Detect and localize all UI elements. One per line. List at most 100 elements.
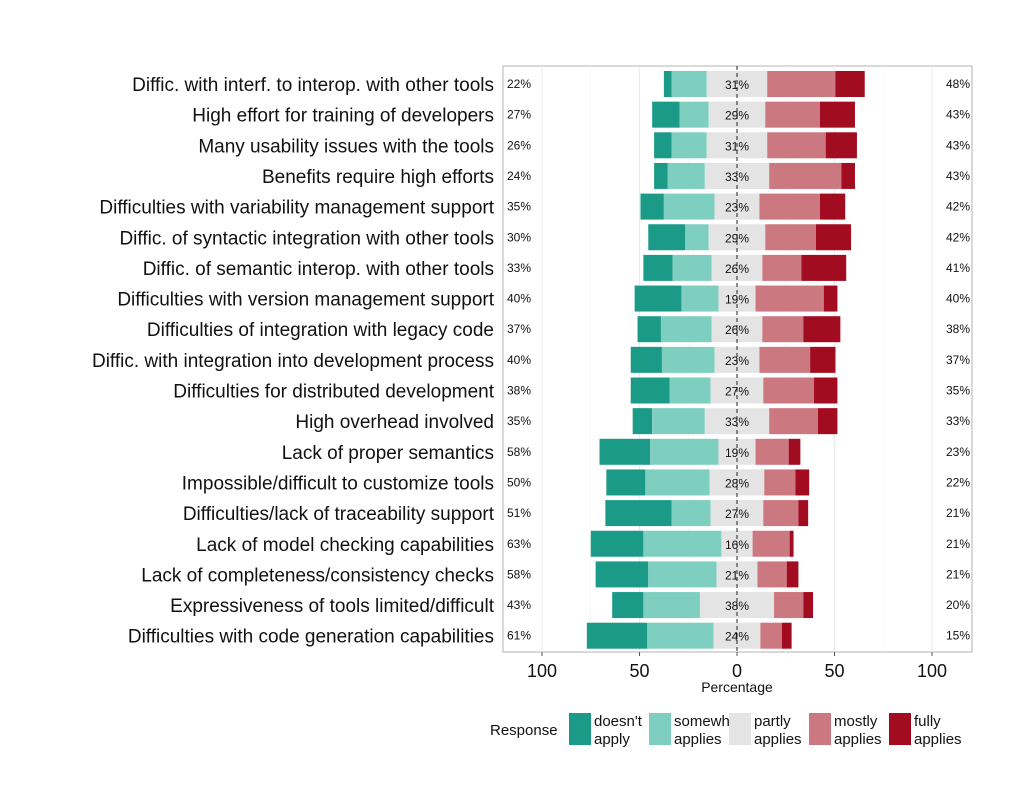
bar-mostly-applies: [767, 71, 836, 97]
right-percent-label: 15%: [946, 629, 970, 643]
bar-somewhat-applies: [685, 224, 709, 251]
bar-somewhat-applies: [663, 193, 715, 220]
row-labels: 22% 31% 48% Diffic. with interf. to interop…: [92, 75, 970, 648]
middle-percent-label: 33%: [725, 415, 749, 429]
bar-doesnt-apply: [632, 408, 653, 435]
bar-mostly-applies: [755, 438, 789, 465]
left-percent-label: 43%: [507, 598, 531, 612]
bar-doesnt-apply: [640, 193, 664, 220]
bar-mostly-applies: [769, 162, 842, 189]
bar-doesnt-apply: [637, 316, 661, 343]
bar-somewhat-applies: [660, 316, 712, 343]
legend-label: partly: [754, 713, 791, 730]
bar-fully-applies: [825, 132, 857, 159]
left-percent-label: 30%: [507, 230, 531, 244]
middle-percent-label: 24%: [725, 630, 749, 644]
bar-doesnt-apply: [630, 346, 662, 373]
left-percent-label: 26%: [507, 138, 531, 152]
bar-somewhat-applies: [669, 377, 711, 404]
bar-fully-applies: [823, 285, 838, 312]
row-label: Difficulties with version management sup…: [117, 290, 494, 311]
left-percent-label: 35%: [507, 414, 531, 428]
bar-mostly-applies: [760, 622, 782, 649]
x-tick-label: 0: [732, 661, 742, 681]
left-percent-label: 51%: [507, 506, 531, 520]
middle-percent-label: 31%: [725, 139, 749, 153]
bar-somewhat-applies: [661, 346, 715, 373]
bar-doesnt-apply: [634, 285, 682, 312]
left-percent-label: 38%: [507, 384, 531, 398]
bar-mostly-applies: [764, 469, 796, 496]
bar-somewhat-applies: [671, 71, 707, 97]
bar-mostly-applies: [759, 193, 820, 220]
bar-fully-applies: [788, 438, 801, 465]
bar-somewhat-applies: [679, 101, 709, 128]
bar-doesnt-apply: [605, 500, 672, 527]
bar-somewhat-applies: [671, 500, 711, 527]
left-percent-label: 24%: [507, 169, 531, 183]
x-axis: 100 50 0 50 100: [527, 652, 947, 681]
x-tick-label: 100: [527, 661, 557, 681]
right-percent-label: 22%: [946, 475, 970, 489]
bar-doesnt-apply: [648, 224, 686, 251]
bar-mostly-applies: [774, 592, 804, 619]
middle-percent-label: 28%: [725, 476, 749, 490]
bar-somewhat-applies: [645, 469, 710, 496]
middle-percent-label: 23%: [725, 201, 749, 215]
bar-mostly-applies: [752, 530, 790, 557]
bar-fully-applies: [817, 408, 838, 435]
right-percent-label: 41%: [946, 261, 970, 275]
right-percent-label: 40%: [946, 292, 970, 306]
bar-doesnt-apply: [643, 254, 673, 281]
row-label: Impossible/difficult to customize tools: [182, 473, 494, 494]
row-label: Diffic. of syntactic integration with ot…: [119, 228, 494, 249]
bar-fully-applies: [810, 346, 836, 373]
bar-fully-applies: [841, 162, 855, 189]
legend-label: doesn't: [594, 713, 643, 730]
bar-somewhat-applies: [652, 408, 705, 435]
right-percent-label: 38%: [946, 322, 970, 336]
bar-doesnt-apply: [590, 530, 644, 557]
left-percent-label: 40%: [507, 292, 531, 306]
bar-mostly-applies: [765, 101, 820, 128]
middle-percent-label: 29%: [725, 231, 749, 245]
bar-somewhat-applies: [643, 530, 722, 557]
bar-doesnt-apply: [606, 469, 646, 496]
bar-mostly-applies: [763, 377, 815, 404]
left-percent-label: 50%: [507, 475, 531, 489]
bar-doesnt-apply: [652, 101, 680, 128]
legend-title: Response: [490, 722, 558, 739]
middle-percent-label: 29%: [725, 109, 749, 123]
bar-fully-applies: [801, 254, 847, 281]
row-label: Difficulties with variability management…: [99, 198, 494, 219]
x-axis-title: Percentage: [701, 679, 773, 695]
row-label: Diffic. with integration into developmen…: [92, 351, 494, 372]
legend: Responsedoesn'tapplysomewhatappliespartl…: [490, 713, 962, 748]
legend-label: mostly: [834, 713, 878, 730]
bar-fully-applies: [786, 561, 799, 588]
left-percent-label: 40%: [507, 353, 531, 367]
row-label: Lack of completeness/consistency checks: [141, 565, 494, 586]
row-label: High effort for training of developers: [192, 106, 494, 127]
bar-doesnt-apply: [654, 132, 672, 159]
middle-percent-label: 26%: [725, 262, 749, 276]
bar-fully-applies: [795, 469, 810, 496]
row-label: Many usability issues with the tools: [198, 136, 494, 157]
bar-mostly-applies: [759, 346, 811, 373]
row-label: Difficulties with code generation capabi…: [128, 627, 494, 648]
bar-somewhat-applies: [643, 592, 700, 619]
bar-doesnt-apply: [663, 71, 672, 97]
middle-percent-label: 19%: [725, 446, 749, 460]
middle-percent-label: 16%: [725, 538, 749, 552]
right-percent-label: 42%: [946, 230, 970, 244]
bar-fully-applies: [803, 592, 814, 619]
bar-somewhat-applies: [647, 622, 714, 649]
legend-label: somewhat: [674, 713, 743, 730]
right-percent-label: 23%: [946, 445, 970, 459]
middle-percent-label: 31%: [725, 78, 749, 92]
legend-label: applies: [754, 731, 802, 748]
row-label: Benefits require high efforts: [262, 167, 494, 188]
bar-fully-applies: [819, 193, 846, 220]
bar-mostly-applies: [763, 500, 799, 527]
